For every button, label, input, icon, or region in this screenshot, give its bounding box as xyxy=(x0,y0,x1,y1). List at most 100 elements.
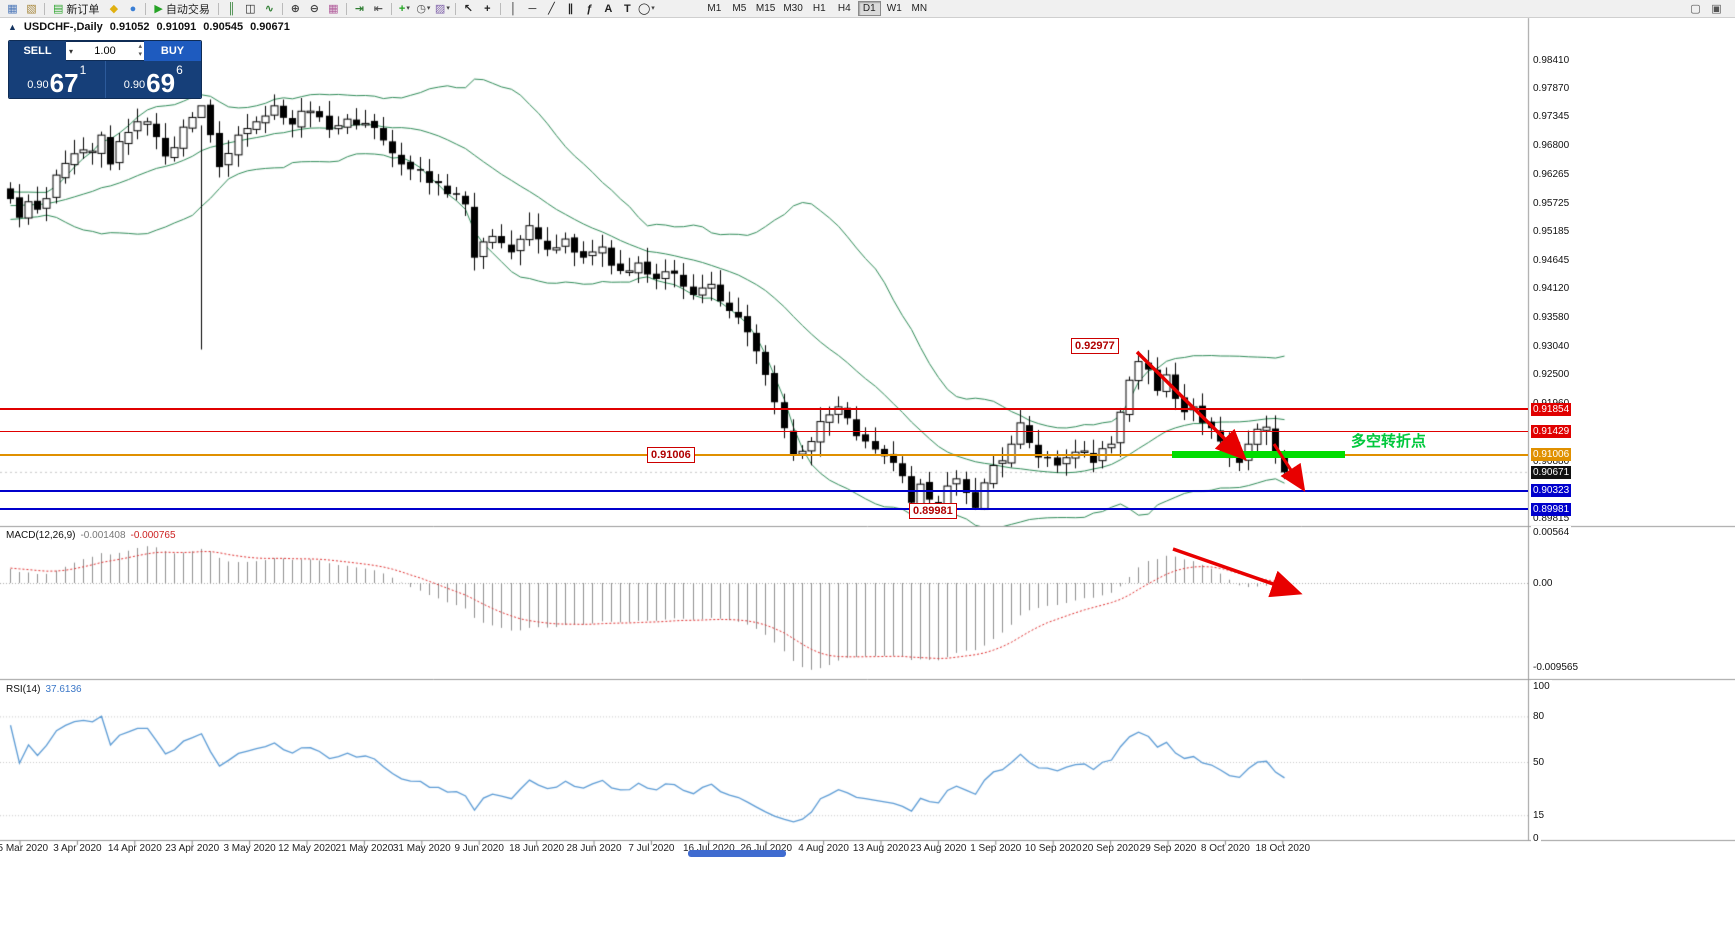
new-order-button[interactable]: ▤ 新订单 xyxy=(48,1,104,17)
fibonacci-icon[interactable]: ƒ xyxy=(586,2,593,15)
horizontal-line-icon[interactable]: ─ xyxy=(528,2,537,15)
price-axis-label: 0.97345 xyxy=(1531,110,1572,124)
date-axis-label: 25 Mar 2020 xyxy=(0,843,49,854)
autotrade-button[interactable]: ▶ 自动交易 xyxy=(149,1,214,17)
timeframe-m15[interactable]: M15 xyxy=(755,3,776,14)
toolbar-separator xyxy=(345,2,347,15)
buy-button[interactable]: BUY xyxy=(144,41,201,61)
zoom-in-icon[interactable]: ⊕ xyxy=(290,2,300,15)
new-chart-icon[interactable]: ▦ xyxy=(7,2,18,15)
current-price-label: 0.90671 xyxy=(1531,465,1572,479)
toolbar-right-group: ▢ ▣ xyxy=(1686,1,1726,17)
support-line-089981[interactable] xyxy=(0,508,1528,511)
date-axis-label: 3 May 2020 xyxy=(223,843,276,854)
channel-icon[interactable]: ∥ xyxy=(567,2,574,15)
pivot-line-091006[interactable] xyxy=(0,453,1528,456)
timeframe-w1[interactable]: W1 xyxy=(886,3,902,14)
periods-icon[interactable]: ◷ ▾ xyxy=(416,2,431,15)
autoscroll-icon[interactable]: ⇥ xyxy=(354,2,364,15)
date-axis-label: 14 Apr 2020 xyxy=(107,843,162,854)
rsi-axis-label: 0 xyxy=(1531,831,1541,845)
metaeditor-icon[interactable]: ◆ xyxy=(109,2,119,15)
templates-icon-caret[interactable]: ▾ xyxy=(446,4,450,12)
crosshair-icon[interactable]: + xyxy=(484,2,491,15)
chart-shift-icon[interactable]: ⇤ xyxy=(373,2,383,15)
bar-chart-icon[interactable]: ║ xyxy=(227,2,236,15)
timeframe-m5[interactable]: M5 xyxy=(732,3,747,14)
price-axis-label: 0.98410 xyxy=(1531,53,1572,67)
line-chart-icon[interactable]: ∿ xyxy=(264,2,274,15)
periods-icon-caret[interactable]: ▾ xyxy=(426,4,431,12)
horizontal-scrollbar-thumb[interactable] xyxy=(688,850,786,857)
timeframe-m30[interactable]: M30 xyxy=(783,3,803,14)
date-axis-label: 26 Jul 2020 xyxy=(740,843,793,854)
rsi-name: RSI(14) xyxy=(6,684,41,695)
chart-high-value: 0.91091 xyxy=(156,21,197,33)
date-axis-label: 10 Sep 2020 xyxy=(1024,843,1082,854)
sell-price-display[interactable]: 0.90 67 1 xyxy=(9,61,105,98)
price-annotation-089981[interactable]: 0.89981 xyxy=(909,503,957,519)
rsi-axis-label: 80 xyxy=(1531,709,1547,723)
timeframe-h4[interactable]: H4 xyxy=(837,3,851,14)
tile-windows-icon[interactable]: ▦ xyxy=(328,2,339,15)
macd-signal-value: -0.000765 xyxy=(130,530,176,541)
volume-spinner-up-icon[interactable]: ▴ xyxy=(138,43,142,50)
timeframe-m1[interactable]: M1 xyxy=(707,3,722,14)
cursor-icon[interactable]: ↖ xyxy=(463,2,473,15)
date-axis-label: 18 Jun 2020 xyxy=(509,843,565,854)
volume-spinner[interactable]: ▴ ▾ xyxy=(138,43,142,59)
timeframe-d1[interactable]: D1 xyxy=(857,1,881,16)
resistance-line-091854[interactable] xyxy=(0,408,1528,411)
trendline-icon[interactable]: ╱ xyxy=(548,2,555,15)
rsi-value: 37.6136 xyxy=(45,684,82,695)
chart-low-value: 0.90545 xyxy=(203,21,244,33)
volume-input[interactable]: ▾ 1.00 ▴ ▾ xyxy=(66,41,144,61)
indicators-icon[interactable]: + ▾ xyxy=(398,2,410,15)
new-window-icon[interactable]: ▢ xyxy=(1690,2,1701,15)
price-annotation-091006[interactable]: 0.91006 xyxy=(647,447,695,463)
shapes-icon-caret[interactable]: ▾ xyxy=(651,4,655,12)
price-axis-label: 0.93040 xyxy=(1531,339,1572,353)
indicators-icon-caret[interactable]: ▾ xyxy=(406,4,410,12)
label-icon[interactable]: T xyxy=(624,2,631,15)
sell-button[interactable]: SELL xyxy=(9,41,66,61)
one-click-toggle-icon[interactable]: ▲ xyxy=(8,22,17,32)
text-icon[interactable]: A xyxy=(604,2,613,15)
price-axis-label: 0.95725 xyxy=(1531,196,1572,210)
timeframe-mn[interactable]: MN xyxy=(911,3,928,14)
price-axis-label: 0.92500 xyxy=(1531,368,1572,382)
toolbar-separator xyxy=(390,2,392,15)
date-axis-label: 9 Jun 2020 xyxy=(454,843,504,854)
price-axis-label: 0.93580 xyxy=(1531,310,1572,324)
timeframe-h1[interactable]: H1 xyxy=(812,3,826,14)
zoom-out-icon[interactable]: ⊖ xyxy=(309,2,319,15)
date-axis-label: 23 Aug 2020 xyxy=(910,843,967,854)
orange-line-price-label: 0.91006 xyxy=(1531,448,1572,462)
buy-price-display[interactable]: 0.90 69 6 xyxy=(104,61,202,98)
one-click-prices-row: 0.90 67 1 0.90 69 6 xyxy=(9,61,201,98)
window-list-icon[interactable]: ▣ xyxy=(1711,2,1722,15)
sell-price-pips: 67 xyxy=(49,68,79,98)
date-axis-label: 4 Aug 2020 xyxy=(798,843,849,854)
date-axis-label: 31 May 2020 xyxy=(392,843,451,854)
support-zone-line[interactable] xyxy=(1172,450,1345,458)
toolbar-separator xyxy=(145,2,147,15)
app-market-icon[interactable]: ● xyxy=(129,2,137,15)
rsi-axis-label: 15 xyxy=(1531,808,1547,822)
support-line-090323[interactable] xyxy=(0,489,1528,492)
date-axis-label: 8 Oct 2020 xyxy=(1200,843,1250,854)
volume-spinner-down-icon[interactable]: ▾ xyxy=(138,51,142,58)
price-annotation-092977[interactable]: 0.92977 xyxy=(1071,338,1119,354)
resistance-line-091429[interactable] xyxy=(0,431,1528,433)
shapes-icon[interactable]: ◯ ▾ xyxy=(637,2,655,15)
turning-point-note[interactable]: 多空转折点 xyxy=(1351,433,1427,450)
templates-icon[interactable]: ▨ ▾ xyxy=(434,2,450,15)
volume-dropdown-icon[interactable]: ▾ xyxy=(69,47,74,56)
chart-symbol-period: USDCHF-,Daily xyxy=(23,21,103,33)
candlestick-icon[interactable]: ◫ xyxy=(245,2,256,15)
toolbar-separator xyxy=(44,2,45,15)
vertical-line-icon[interactable]: │ xyxy=(509,2,517,15)
profiles-icon[interactable]: ▧ xyxy=(26,2,37,15)
